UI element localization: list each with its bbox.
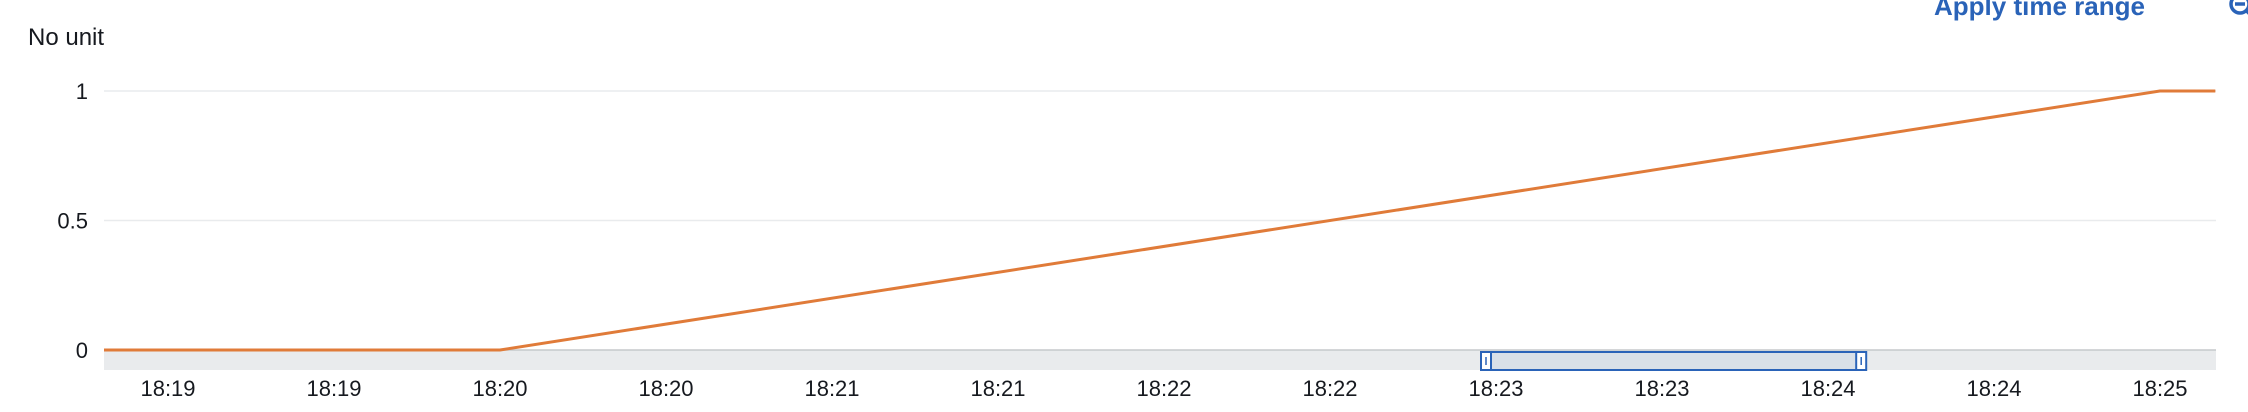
time-range-brush[interactable]	[1480, 351, 1868, 371]
series-line	[104, 89, 2216, 352]
x-tick-label: 18:23	[1468, 376, 1523, 401]
brush-window[interactable]	[1485, 351, 1863, 371]
y-tick-label: 0.5	[57, 209, 88, 234]
axis-band	[104, 350, 2216, 370]
x-axis-ticks: 18:19 18:19 18:20 18:20 18:21 18:21 18:22 18:22…	[140, 376, 2187, 401]
y-axis-ticks: 00.51	[57, 79, 88, 363]
x-tick-label: 18:22	[1302, 376, 1357, 401]
y-unit-label: No unit	[28, 24, 105, 51]
x-tick-label: 18:24	[1800, 376, 1855, 401]
x-tick-label: 18:19	[306, 376, 361, 401]
x-tick-label: 18:20	[638, 376, 693, 401]
x-tick-label: 18:19	[140, 376, 195, 401]
grid-lines	[104, 90, 2216, 222]
x-tick-label: 18:22	[1136, 376, 1191, 401]
y-tick-label: 0	[76, 338, 88, 363]
zoom-out-icon[interactable]	[2228, 0, 2248, 22]
y-tick-label: 1	[76, 79, 88, 104]
x-axis-band	[104, 349, 2216, 370]
x-tick-label: 18:20	[472, 376, 527, 401]
x-tick-label: 18:24	[1966, 376, 2021, 401]
series-lines	[104, 89, 2216, 352]
x-tick-label: 18:25	[2132, 376, 2187, 401]
x-tick-label: 18:21	[804, 376, 859, 401]
x-tick-label: 18:23	[1634, 376, 1689, 401]
apply-time-range-link[interactable]: Apply time range	[1934, 0, 2145, 21]
x-tick-label: 18:21	[970, 376, 1025, 401]
